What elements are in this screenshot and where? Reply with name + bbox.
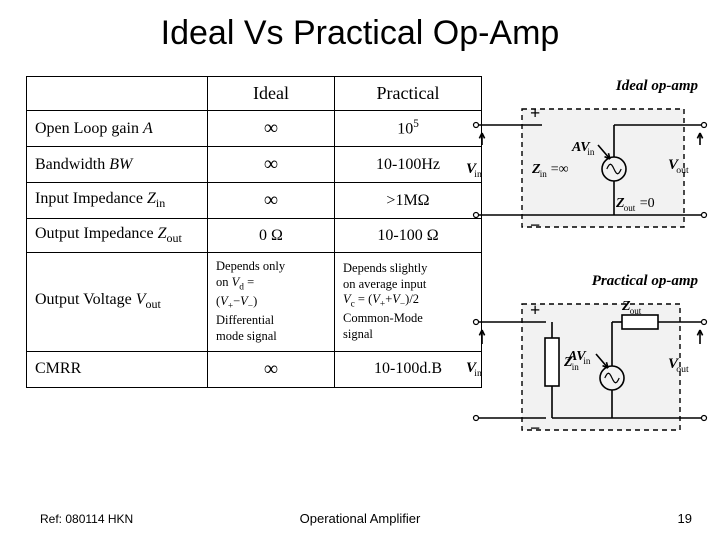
table-row: Open Loop gain A∞105 [27,111,482,147]
table-row: CMRR∞10-100d.B [27,351,482,387]
th-blank [27,77,208,111]
cell-practical: 10-100 Ω [335,219,482,253]
table-row: Input Impedance Zin∞>1MΩ [27,183,482,219]
ideal-opamp-diagram: +−VinZin=∞AVinVoutZout=0 [466,97,710,237]
cell-practical: 105 [335,111,482,147]
practical-opamp-diagram: +−VinZinZoutAVinVout [466,292,710,442]
footer-page: 19 [678,511,692,526]
cell-ideal: ∞ [208,111,335,147]
svg-text:=∞: =∞ [551,162,569,177]
cell-param: Bandwidth BW [27,147,208,183]
comparison-table: Ideal Practical Open Loop gain A∞105Band… [26,76,482,388]
svg-text:out: out [630,306,642,316]
cell-ideal: ∞ [208,147,335,183]
cell-practical: Depends slightlyon average inputVc = (V+… [335,253,482,351]
svg-text:in: in [540,169,548,179]
svg-text:=0: =0 [640,196,655,211]
table-row: Output Voltage VoutDepends onlyon Vd =(V… [27,253,482,351]
cell-param: Output Voltage Vout [27,253,208,351]
cell-practical: >1MΩ [335,183,482,219]
svg-text:in: in [583,356,591,366]
cell-ideal: ∞ [208,351,335,387]
cell-ideal: ∞ [208,183,335,219]
table-row: Output Impedance Zout0 Ω10-100 Ω [27,219,482,253]
svg-text:in: in [474,169,482,180]
svg-text:+: + [530,103,540,123]
cell-practical: 10-100Hz [335,147,482,183]
cell-param: Output Impedance Zout [27,219,208,253]
cell-param: Open Loop gain A [27,111,208,147]
th-practical: Practical [335,77,482,111]
svg-text:−: − [530,418,540,438]
svg-text:in: in [587,147,595,157]
cell-param: Input Impedance Zin [27,183,208,219]
svg-text:−: − [530,215,540,235]
svg-text:out: out [676,364,689,375]
table-row: Bandwidth BW∞10-100Hz [27,147,482,183]
slide-title: Ideal Vs Practical Op-Amp [0,14,720,53]
ideal-diagram-title: Ideal op-amp [466,78,710,95]
practical-diagram-title: Practical op-amp [466,273,710,290]
svg-text:out: out [624,203,636,213]
footer-center: Operational Amplifier [0,511,720,526]
cell-param: CMRR [27,351,208,387]
svg-text:in: in [474,368,482,379]
svg-text:+: + [530,300,540,320]
svg-text:out: out [676,165,689,176]
cell-ideal: Depends onlyon Vd =(V+−V−)Differentialmo… [208,253,335,351]
th-ideal: Ideal [208,77,335,111]
cell-ideal: 0 Ω [208,219,335,253]
cell-practical: 10-100d.B [335,351,482,387]
